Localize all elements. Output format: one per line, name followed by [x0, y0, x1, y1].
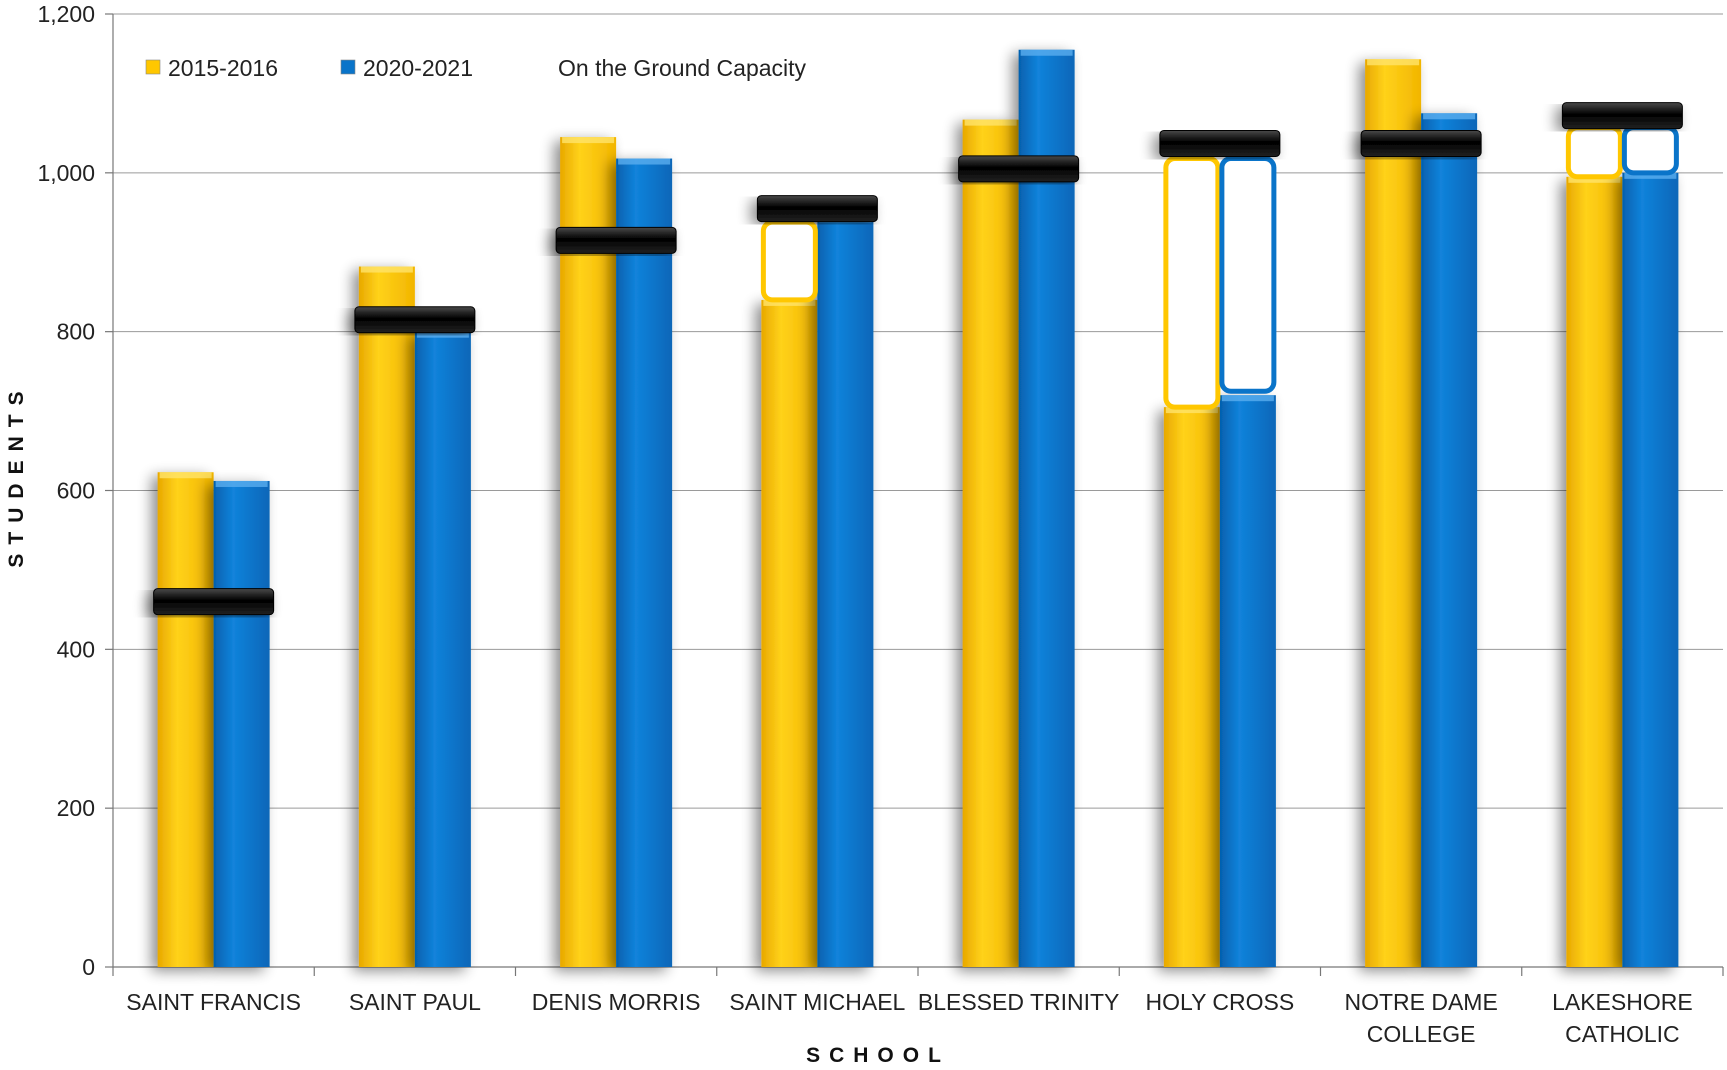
bar-top-highlight — [964, 119, 1017, 126]
bar — [962, 119, 1019, 968]
x-axis: SAINT FRANCIS SAINT PAUL DENIS MORRIS SAINT… — [112, 966, 1724, 1047]
capacity-marker — [958, 155, 1080, 183]
x-tick-label: SAINT MICHAEL — [729, 989, 905, 1015]
y-tick-label: 400 — [57, 636, 95, 662]
legend-swatch — [145, 59, 161, 75]
bar-top-highlight — [1165, 407, 1218, 414]
bar — [213, 480, 270, 967]
bar-top-highlight — [1020, 49, 1073, 56]
legend-item: 2015-2016 — [145, 55, 278, 81]
capacity-marker — [1159, 129, 1281, 157]
bar-body — [1163, 407, 1220, 967]
x-tick-label: CATHOLIC — [1565, 1021, 1680, 1047]
bar-body — [761, 299, 818, 967]
capacity-marker — [555, 226, 677, 254]
bar-body — [616, 158, 673, 967]
legend-item: 2020-2021 — [340, 55, 473, 81]
bar — [1622, 172, 1679, 968]
bar-body — [1622, 172, 1679, 968]
x-tick-label: NOTRE DAME — [1344, 989, 1497, 1015]
legend-item: On the Ground Capacity — [558, 55, 807, 81]
bar-top-highlight — [562, 137, 615, 144]
bar-body — [157, 472, 214, 967]
highlight-box — [1163, 156, 1221, 410]
legend-label: On the Ground Capacity — [558, 55, 807, 81]
x-tick-label: BLESSED TRINITY — [918, 989, 1120, 1015]
gridlines — [113, 13, 1723, 809]
bar-top-highlight — [1423, 113, 1476, 120]
y-tick-label: 1,200 — [37, 1, 95, 27]
y-tick-label: 200 — [57, 795, 95, 821]
y-axis: 0 200 400 600 800 1,000 1,200 — [37, 1, 114, 980]
bar — [1421, 113, 1478, 968]
y-tick-label: 1,000 — [37, 160, 95, 186]
capacity-marker — [354, 306, 476, 334]
x-tick-label: SAINT FRANCIS — [126, 989, 301, 1015]
bar — [817, 216, 874, 967]
highlight-box — [1219, 156, 1277, 394]
bar-body — [1421, 113, 1478, 968]
x-tick-label: SAINT PAUL — [349, 989, 481, 1015]
bar — [414, 331, 471, 968]
bar — [1219, 395, 1276, 967]
legend-label: 2015-2016 — [168, 55, 278, 81]
capacity-marker — [1360, 129, 1482, 157]
bar-top-highlight — [416, 331, 469, 338]
bar-body — [817, 216, 874, 967]
bar — [157, 472, 214, 967]
legend: 2015-2016 2020-2021 On the Ground Capacity — [145, 55, 807, 81]
bar-body — [213, 480, 270, 967]
x-tick-label: DENIS MORRIS — [532, 989, 701, 1015]
bar-body — [1018, 49, 1075, 968]
x-tick-label: HOLY CROSS — [1146, 989, 1295, 1015]
highlight-boxes — [760, 125, 1679, 410]
bar-top-highlight — [1367, 59, 1420, 66]
bar — [1018, 49, 1075, 968]
bar-body — [962, 119, 1019, 968]
bar-body — [1566, 176, 1623, 967]
bar-top-highlight — [159, 472, 212, 479]
capacity-marker — [756, 195, 878, 223]
y-tick-label: 0 — [82, 954, 95, 980]
bar-body — [1365, 59, 1422, 967]
bar-top-highlight — [215, 480, 268, 487]
bar-top-highlight — [1624, 172, 1677, 179]
capacity-marker — [1561, 102, 1683, 130]
x-tick-label: LAKESHORE — [1552, 989, 1693, 1015]
x-axis-title: SCHOOL — [806, 1044, 950, 1067]
highlight-box — [1565, 125, 1623, 180]
bars — [157, 49, 1679, 968]
bar-top-highlight — [763, 299, 816, 306]
y-tick-label: 600 — [57, 478, 95, 504]
bar — [560, 137, 617, 968]
y-axis-title: STUDENTS — [5, 382, 28, 567]
bar-body — [560, 137, 617, 968]
bar-top-highlight — [1221, 395, 1274, 402]
bar-top-highlight — [1568, 176, 1621, 183]
bar-body — [414, 331, 471, 968]
bar-body — [358, 266, 415, 967]
legend-label: 2020-2021 — [363, 55, 473, 81]
bar-top-highlight — [360, 266, 413, 273]
legend-swatch — [340, 59, 356, 75]
highlight-box — [1621, 125, 1679, 176]
y-tick-label: 800 — [57, 319, 95, 345]
highlight-box — [760, 219, 818, 303]
bar — [1163, 407, 1220, 967]
bar-top-highlight — [618, 158, 671, 165]
bar-body — [1219, 395, 1276, 967]
capacity-marker — [153, 588, 275, 616]
bar — [1566, 176, 1623, 967]
bar — [761, 299, 818, 967]
bar — [358, 266, 415, 967]
capacity-markers — [153, 102, 1683, 616]
bar — [616, 158, 673, 967]
x-tick-label: COLLEGE — [1367, 1021, 1476, 1047]
bar — [1365, 59, 1422, 967]
